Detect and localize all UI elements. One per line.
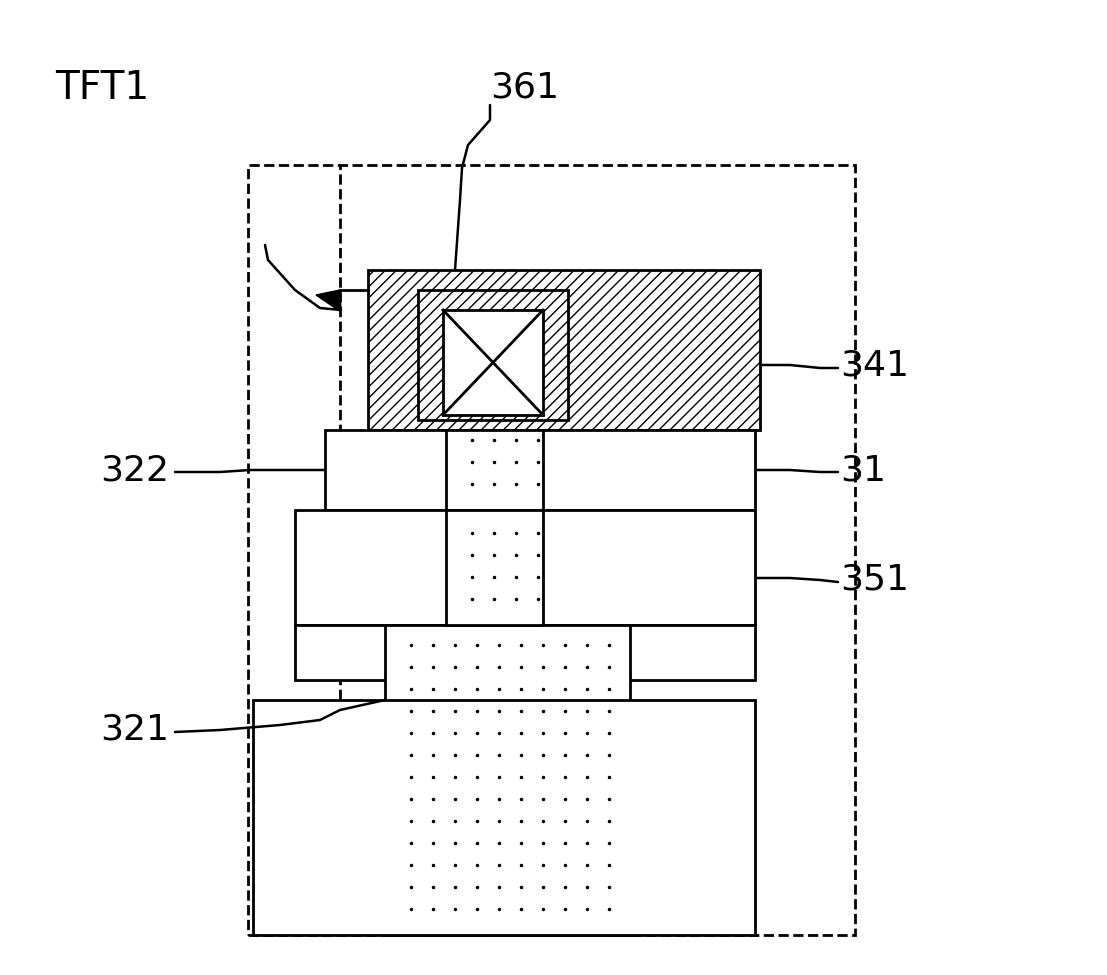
- Bar: [254, 700, 755, 935]
- Bar: [294, 625, 755, 680]
- Text: 321: 321: [100, 713, 169, 747]
- Bar: [368, 270, 761, 430]
- Text: 351: 351: [840, 563, 909, 597]
- Bar: [446, 430, 544, 510]
- Text: 322: 322: [100, 453, 169, 487]
- Bar: [385, 625, 630, 935]
- Text: 361: 361: [490, 71, 559, 105]
- Bar: [325, 430, 755, 510]
- Polygon shape: [315, 290, 341, 312]
- Bar: [443, 310, 544, 415]
- Bar: [294, 510, 755, 625]
- Bar: [248, 165, 855, 935]
- Text: 31: 31: [840, 453, 886, 487]
- Text: TFT1: TFT1: [55, 69, 149, 107]
- Bar: [446, 510, 544, 625]
- Text: 341: 341: [840, 348, 909, 382]
- Bar: [418, 290, 568, 420]
